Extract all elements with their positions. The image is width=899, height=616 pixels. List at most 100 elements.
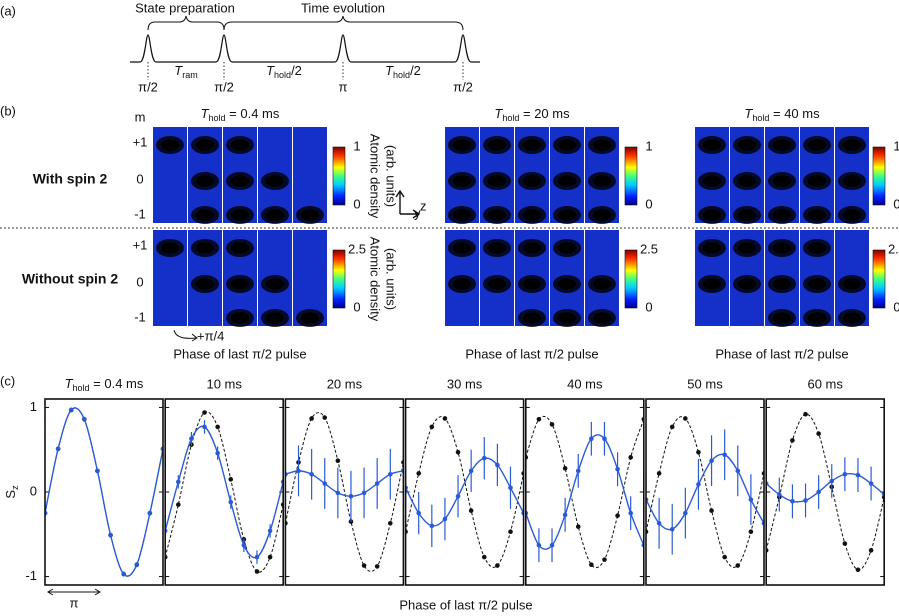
chart-title: 10 ms — [206, 376, 242, 391]
atom-cloud — [558, 209, 576, 221]
data-point — [202, 410, 207, 415]
atom-cloud — [488, 175, 506, 187]
data-point — [416, 471, 422, 476]
atom-cloud — [773, 175, 791, 187]
data-point — [134, 562, 140, 568]
data-point — [296, 468, 301, 474]
data-point — [549, 542, 555, 548]
axis-z: z — [420, 198, 427, 213]
atom-cloud — [808, 209, 826, 221]
data-point — [508, 485, 513, 491]
colorbar-label: (arb. units) — [384, 248, 399, 310]
plot-area — [646, 416, 764, 568]
data-point — [202, 424, 207, 430]
column-title: Thold = 20 ms — [494, 106, 570, 123]
atom-cloud — [703, 278, 721, 290]
plot-area — [285, 412, 404, 572]
data-point — [748, 529, 754, 535]
atom-cloud — [488, 242, 506, 254]
chart-title: 40 ms — [567, 376, 603, 391]
atom-cloud — [453, 139, 471, 151]
colorbar — [624, 146, 638, 206]
interval-label-text: /2 — [410, 63, 421, 78]
step-arrow — [173, 329, 198, 342]
atom-cloud — [808, 278, 826, 290]
step-label: +π/4 — [197, 328, 224, 343]
fit-line — [525, 434, 644, 550]
data-point — [536, 416, 542, 422]
data-point — [468, 508, 474, 513]
column-title-symbol: T — [744, 106, 753, 121]
data-point — [536, 542, 542, 548]
data-point — [683, 510, 688, 516]
atom-cloud — [523, 175, 541, 187]
column-title-symbol: T — [494, 106, 503, 121]
atom-cloud — [231, 209, 249, 221]
data-point — [868, 548, 874, 553]
chart-frame — [765, 398, 886, 586]
data-point — [669, 526, 675, 532]
data-point — [628, 455, 633, 460]
data-point — [322, 415, 328, 420]
atom-cloud — [523, 242, 541, 254]
colorbar-tick: 1 — [353, 138, 360, 153]
colorbar-tick: 0 — [353, 196, 360, 211]
interval-label-text: /2 — [291, 63, 302, 78]
data-point — [589, 562, 594, 568]
atom-cloud — [231, 278, 249, 290]
atom-cloud — [161, 139, 179, 151]
colorbar-tick: 2.5 — [348, 241, 366, 256]
atom-cloud — [593, 278, 611, 290]
data-point — [855, 567, 861, 573]
interval-label-symbol: T — [385, 63, 394, 78]
atom-cloud — [231, 139, 249, 151]
atom-cloud — [738, 175, 756, 187]
colorbar-tick: 0 — [645, 299, 652, 314]
column-title: Thold = 40 ms — [744, 106, 820, 123]
data-point — [656, 520, 662, 526]
data-point — [121, 571, 126, 577]
brace-label: Time evolution — [301, 0, 385, 15]
data-point — [628, 510, 633, 516]
y-label-main: S — [3, 490, 18, 499]
chart-title: 30 ms — [447, 376, 483, 391]
interval-label-symbol: T — [266, 63, 275, 78]
data-point — [215, 424, 220, 430]
phase-label: Phase of last π/2 pulse — [465, 346, 598, 361]
atom-cloud — [196, 175, 214, 187]
column-title-text: = 40 ms — [769, 106, 820, 121]
colorbar — [872, 146, 886, 206]
atom-cloud — [593, 139, 611, 151]
atom-cloud — [523, 278, 541, 290]
data-point — [241, 542, 247, 548]
chart-title-text: = 0.4 ms — [90, 376, 144, 391]
atom-cloud — [558, 242, 576, 254]
row-label: Without spin 2 — [22, 271, 119, 287]
data-point — [748, 497, 754, 502]
fit-line — [285, 470, 404, 497]
atom-cloud — [266, 312, 284, 324]
atom-cloud — [843, 278, 861, 290]
data-point — [842, 541, 848, 546]
atom-cloud — [266, 209, 284, 221]
data-point — [696, 482, 701, 487]
data-point — [387, 520, 393, 526]
data-point — [55, 446, 61, 452]
atom-cloud — [231, 175, 249, 187]
colorbar — [624, 249, 638, 309]
data-point — [589, 436, 594, 442]
pulse-sequence — [130, 34, 480, 63]
chart-frame — [524, 398, 645, 586]
data-point — [374, 481, 380, 486]
plot-area — [525, 415, 644, 569]
brace-label: State preparation — [135, 0, 235, 15]
atom-cloud — [738, 242, 756, 254]
data-point — [575, 524, 581, 529]
data-point — [361, 563, 367, 568]
y-axis-label: Sz — [3, 485, 20, 499]
colorbar-tick: 0 — [353, 299, 360, 314]
data-point — [442, 516, 448, 522]
data-point — [254, 569, 260, 574]
data-point — [669, 424, 675, 430]
